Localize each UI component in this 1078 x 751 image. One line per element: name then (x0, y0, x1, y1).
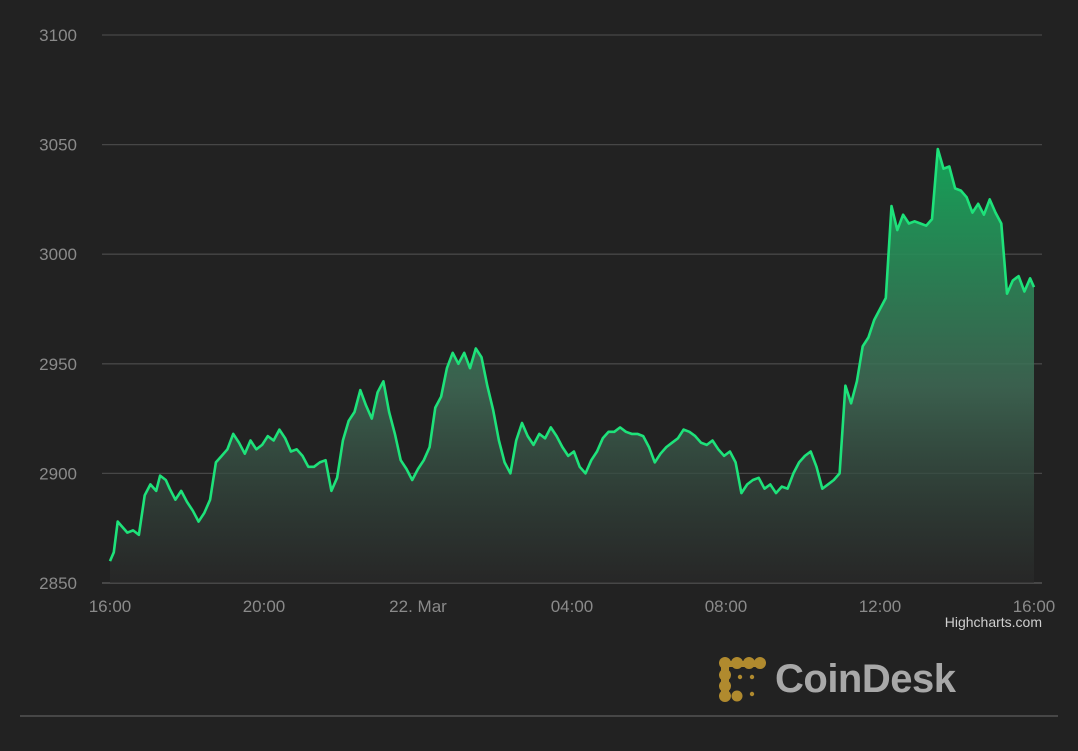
x-tick-label: 04:00 (551, 597, 594, 616)
price-line (108, 147, 1036, 562)
y-tick-label: 2850 (39, 574, 77, 593)
coindesk-logo: CoinDesk (717, 656, 956, 702)
highcharts-credits-link[interactable]: Highcharts.com (944, 614, 1042, 630)
coindesk-wordmark: CoinDesk (775, 657, 956, 701)
chart-plot-area: 2850 2900 2950 3000 3050 3100 16:00 20:00 22. M… (39, 26, 1056, 616)
divider (20, 715, 1058, 717)
y-tick-label: 3000 (39, 245, 77, 264)
y-tick-label: 3100 (39, 26, 77, 45)
x-tick-label: 22. Mar (389, 597, 447, 616)
x-tick-label: 20:00 (243, 597, 286, 616)
price-area-fill (110, 149, 1034, 583)
y-tick-label: 2950 (39, 355, 77, 374)
x-tick-label: 08:00 (705, 597, 748, 616)
coindesk-logo-icon (719, 657, 766, 702)
y-axis-labels: 2850 2900 2950 3000 3050 3100 (39, 26, 77, 593)
y-tick-label: 3050 (39, 136, 77, 155)
x-axis-labels: 16:00 20:00 22. Mar 04:00 08:00 12:00 16:00 (89, 597, 1056, 616)
x-tick-label: 16:00 (1013, 597, 1056, 616)
x-tick-label: 12:00 (859, 597, 902, 616)
y-tick-label: 2900 (39, 464, 77, 483)
x-tick-label: 16:00 (89, 597, 132, 616)
